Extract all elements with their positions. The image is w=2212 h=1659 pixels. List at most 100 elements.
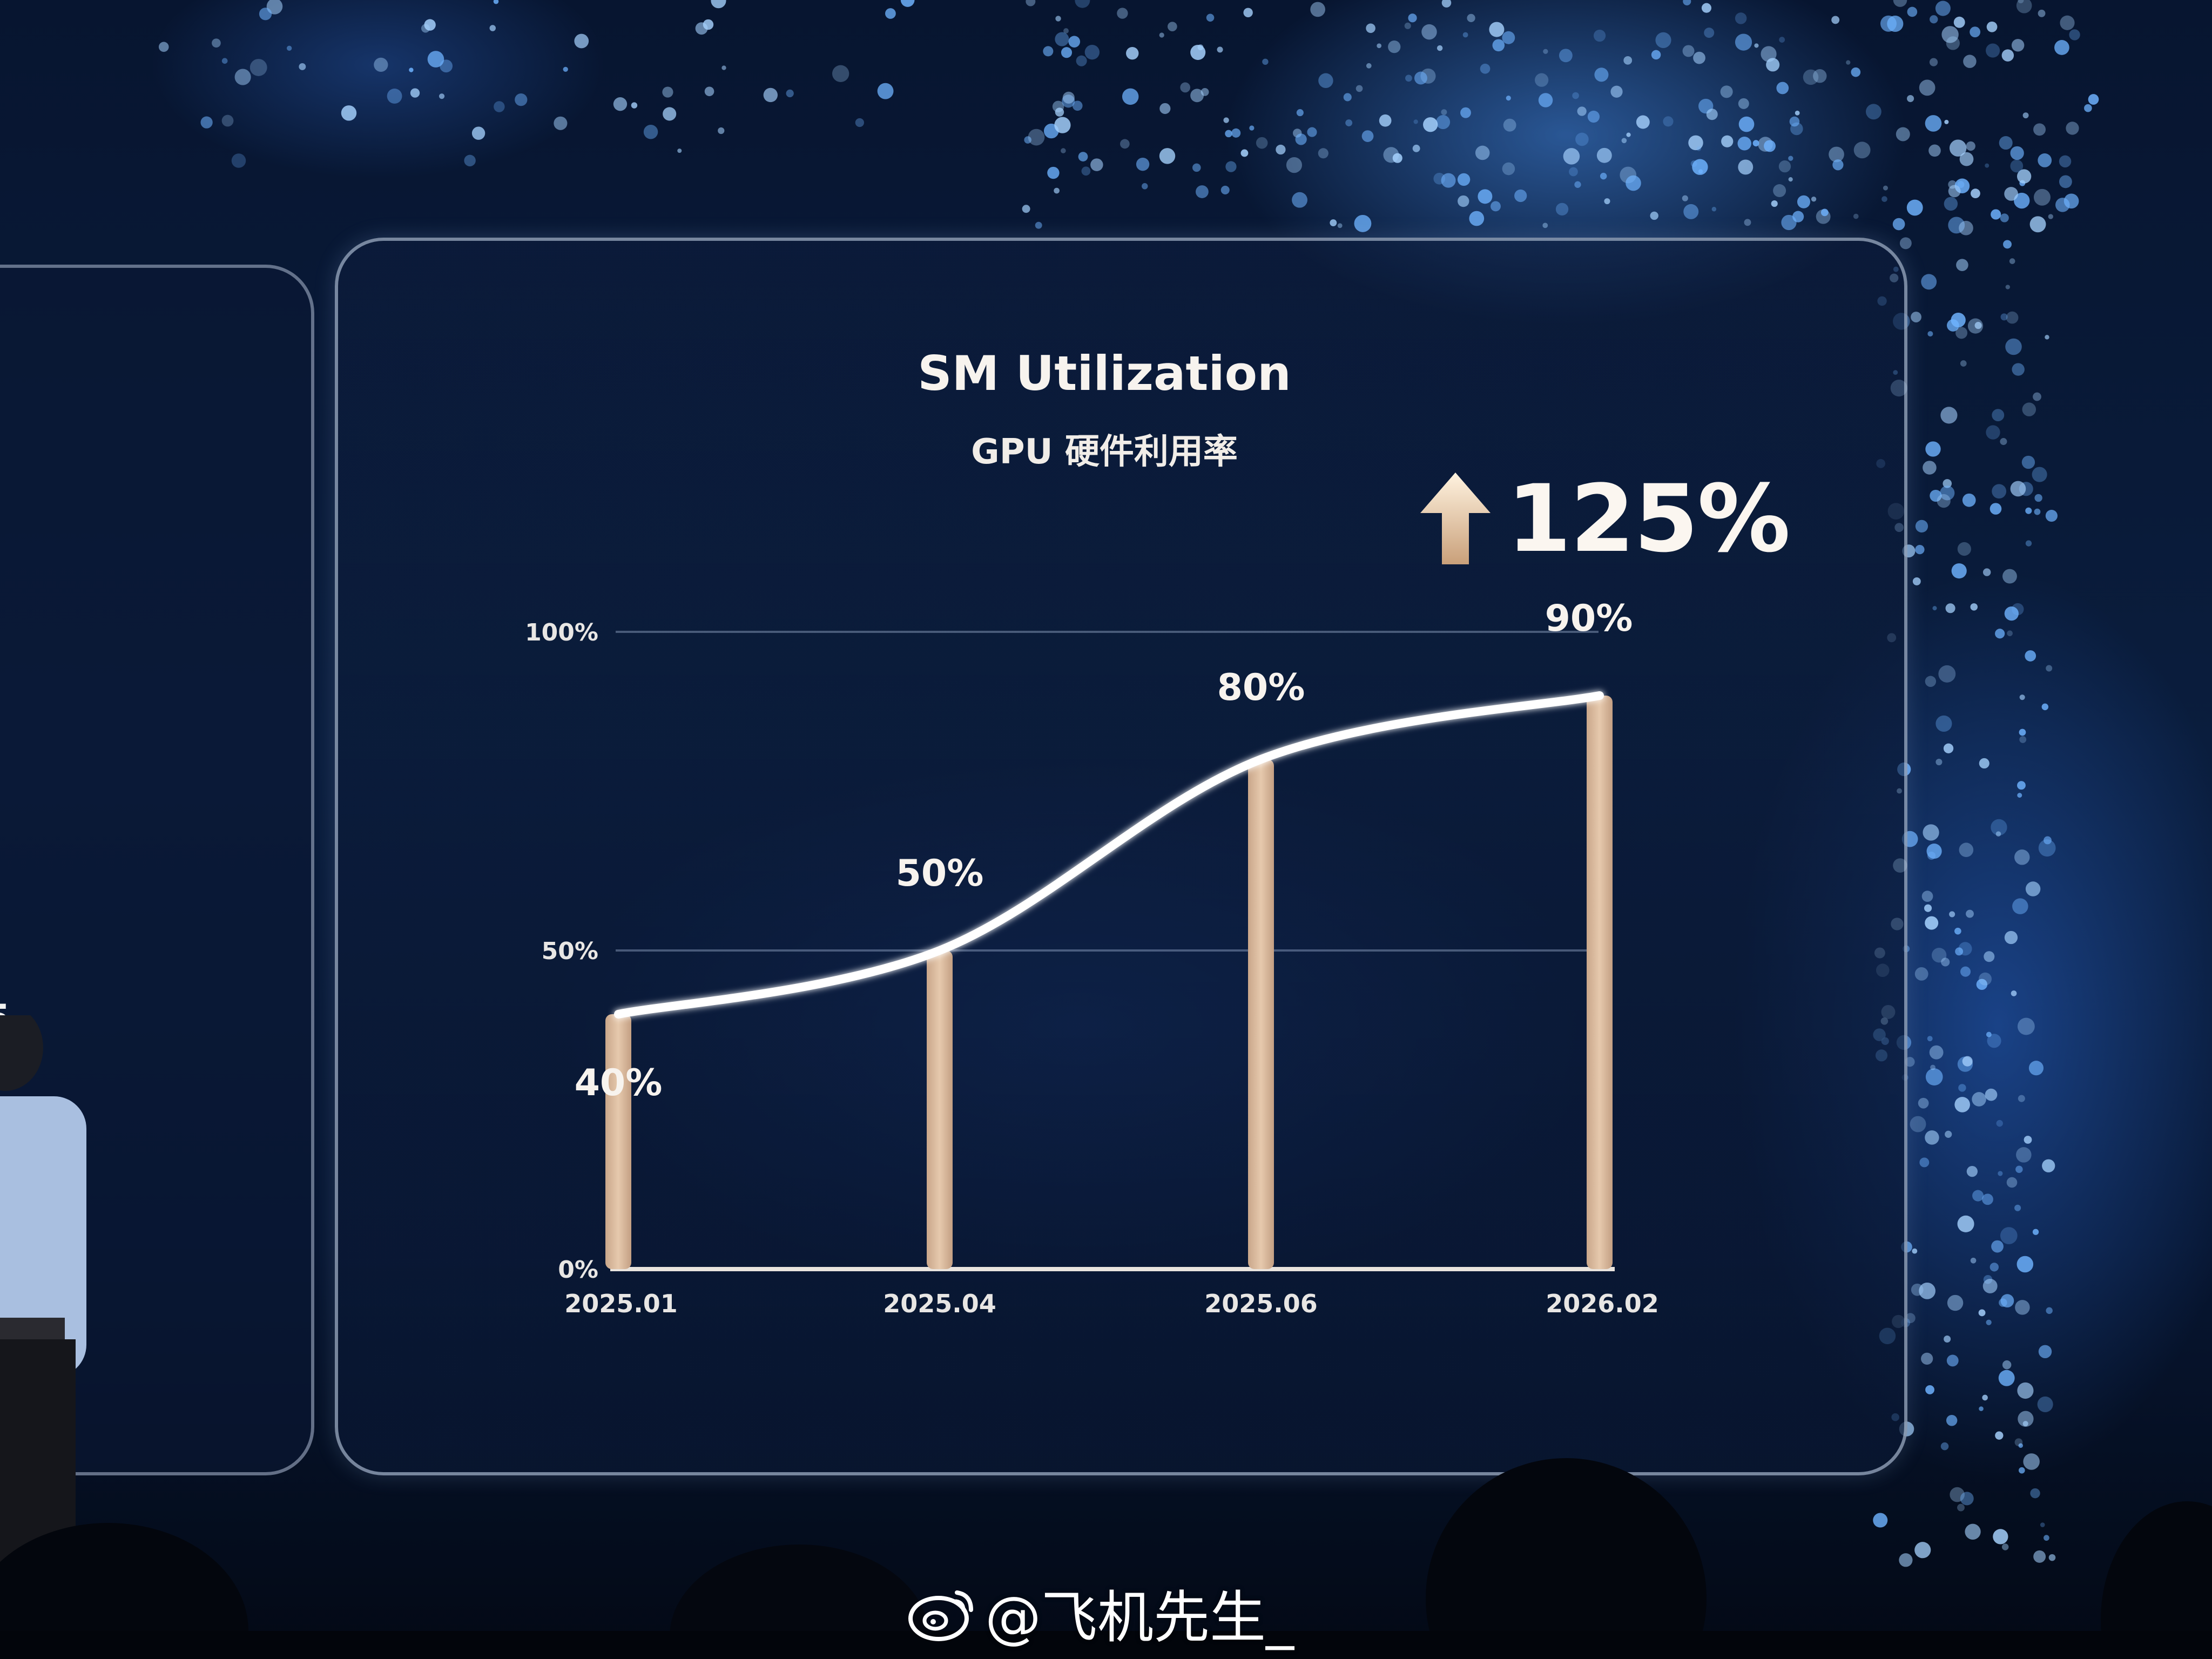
bokeh-dot [663,107,677,121]
bokeh-dot [1682,45,1695,57]
bokeh-dot [1873,1513,1888,1528]
bokeh-dot [1701,3,1711,13]
bokeh-dot [1984,951,1995,962]
bokeh-dot [763,87,778,103]
bokeh-dot [1853,141,1871,159]
bokeh-dot [2038,1345,2052,1359]
bokeh-dot [1330,219,1337,226]
bokeh-dot [1986,1319,1992,1325]
bokeh-dot [1788,156,1793,161]
bokeh-dot [1866,104,1881,120]
bokeh-dot [1502,31,1515,44]
audience-silhouettes [0,1458,2212,1659]
bokeh-dot [259,8,272,21]
bokeh-dot [1738,98,1749,109]
bokeh-dot [1491,201,1501,212]
bokeh-dot [1692,159,1708,175]
bokeh-dot [1991,819,2007,836]
bokeh-dot [2022,402,2036,416]
bokeh-dot [1966,1166,1978,1177]
bokeh-dot [1958,1084,1966,1092]
bokeh-dot [2000,1227,2018,1244]
bokeh-dot [1985,163,1990,168]
bokeh-dot [1574,181,1581,188]
bokeh-dot [1296,109,1304,117]
bokeh-dot [1075,0,1090,8]
bokeh-dot [421,24,430,33]
bokeh-dot [1766,58,1780,72]
bokeh-dot [1683,0,1691,5]
bokeh-dot [877,83,894,99]
bokeh-dot [2017,1256,2034,1273]
bokeh-dot [1831,16,1840,24]
bokeh-dot [1061,148,1066,153]
bokeh-dot [1925,676,1937,687]
bokeh-dot [1940,407,1958,424]
watermark-text: @飞机先生_ [985,1584,1294,1650]
bokeh-dot [1990,503,2002,515]
bokeh-dot [1905,1313,1916,1324]
bokeh-dot [2038,9,2046,17]
bokeh-dot [2018,1095,2025,1102]
bokeh-dot [1559,49,1573,63]
bokeh-dot [1979,972,1992,986]
bokeh-dot [249,59,267,76]
bokeh-dot [2005,285,2010,289]
bokeh-dot [1068,36,1081,48]
bokeh-dot [2021,455,2035,469]
bokeh-dot [464,154,476,167]
bokeh-dot [1754,43,1759,48]
bokeh-dot [1914,967,1928,981]
bokeh-dot [1955,327,1968,339]
bokeh-dot [231,153,246,168]
bokeh-dot [1941,957,1950,967]
x-tick-label: 2025.06 [1204,1289,1318,1318]
bokeh-dot [718,127,725,134]
bokeh-dot [1918,1097,1929,1109]
bokeh-dot [1976,979,1988,990]
bokeh-dot [1990,1263,1999,1272]
bokeh-dot [1919,1157,1930,1168]
bokeh-dot [1054,117,1071,133]
bokeh-dot [2034,508,2041,515]
bokeh-dot [1506,96,1511,101]
bokeh-dot [1421,24,1437,40]
bokeh-dot [1779,37,1785,43]
bokeh-dot [2048,1554,2056,1561]
bokeh-dot [2069,29,2080,41]
bokeh-dot [1993,1529,2008,1545]
bokeh-dot [1982,1193,1993,1205]
bokeh-dot [1945,1130,1952,1138]
bokeh-dot [2000,213,2009,222]
bokeh-dot [1813,69,1827,83]
weibo-logo-icon [908,1590,973,1641]
bokeh-dot [1887,15,1904,32]
bokeh-dot [1945,603,1955,613]
bokeh-dot [1711,207,1717,212]
bokeh-dot [1206,14,1215,22]
bokeh-dot [1940,485,1955,501]
bokeh-dot [212,38,221,48]
bokeh-dot [1986,1031,1992,1037]
bokeh-dot [1948,217,1965,234]
bokeh-dot [2025,650,2036,662]
bokeh-dot [1991,1240,2004,1253]
bokeh-dot [1995,629,2005,639]
bokeh-dot [2017,169,2032,184]
bokeh-dot [410,88,420,98]
bokeh-dot [1966,141,1975,151]
bokeh-dot [1957,1215,1974,1232]
bokeh-dot [2046,1307,2053,1314]
chart-gridlines [616,631,1599,952]
bokeh-dot [341,105,357,121]
bokeh-dot [1190,89,1204,103]
bokeh-dot [1343,93,1352,102]
bokeh-dot [1663,116,1674,127]
bokeh-dot [1925,441,1941,457]
bokeh-dot [1217,46,1223,53]
bokeh-dot [2023,1453,2040,1470]
bokeh-dot [2084,104,2092,112]
bokeh-dot [1761,46,1777,62]
bokeh-dot [1196,185,1209,198]
